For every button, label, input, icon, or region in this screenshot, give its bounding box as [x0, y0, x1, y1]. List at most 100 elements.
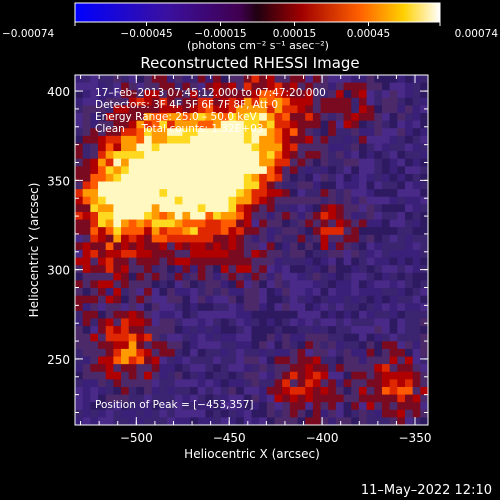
heatmap-cell: [282, 333, 291, 342]
heatmap-cell: [328, 333, 337, 342]
heatmap-cell: [243, 105, 253, 114]
heatmap-cell: [105, 371, 114, 380]
heatmap-cell: [82, 90, 91, 99]
heatmap-cell: [82, 120, 91, 129]
heatmap-cell: [167, 257, 176, 266]
heatmap-cell: [381, 135, 391, 145]
heatmap-cell: [312, 386, 322, 396]
heatmap-cell: [90, 272, 99, 282]
heatmap-cell: [328, 280, 337, 289]
heatmap-cell: [197, 219, 207, 228]
heatmap-cell: [151, 173, 161, 183]
heatmap-cell: [144, 227, 153, 236]
heatmap-cell: [82, 105, 91, 114]
heatmap-cell: [404, 402, 414, 411]
heatmap-cell: [389, 272, 398, 282]
heatmap-cell: [151, 135, 161, 145]
heatmap-cell: [136, 394, 145, 403]
heatmap-cell: [113, 97, 122, 107]
heatmap-cell: [151, 113, 161, 122]
heatmap-cell: [174, 402, 184, 411]
heatmap-cell: [90, 371, 99, 380]
heatmap-cell: [243, 280, 253, 289]
heatmap-cell: [297, 143, 306, 152]
heatmap-cell: [412, 295, 421, 304]
heatmap-cell: [404, 75, 414, 84]
heatmap-cell: [312, 402, 322, 411]
heatmap-cell: [259, 75, 268, 84]
heatmap-cell: [174, 379, 184, 388]
heatmap-cell: [128, 189, 137, 198]
heatmap-cell: [197, 310, 207, 320]
heatmap-cell: [251, 333, 260, 342]
heatmap-cell: [167, 341, 176, 350]
heatmap-cell: [174, 105, 184, 114]
y-axis-label: Heliocentric Y (arcsec): [27, 183, 41, 318]
heatmap-cell: [397, 189, 406, 198]
heatmap-cell: [90, 409, 99, 418]
heatmap-cell: [213, 348, 222, 358]
heatmap-cell: [328, 348, 337, 358]
heatmap-cell: [412, 326, 421, 335]
heatmap-cell: [220, 265, 230, 274]
heatmap-cell: [274, 257, 283, 266]
heatmap-cell: [82, 227, 91, 236]
heatmap-cell: [236, 402, 245, 411]
heatmap-cell: [251, 120, 260, 129]
heatmap-cell: [351, 90, 360, 99]
heatmap-cell: [358, 120, 368, 129]
heatmap-cell: [167, 204, 176, 213]
heatmap-cell: [205, 371, 214, 380]
heatmap-cell: [220, 288, 230, 297]
heatmap-cell: [389, 143, 398, 152]
heatmap-cell: [190, 105, 199, 114]
heatmap-cell: [151, 97, 161, 107]
heatmap-cell: [358, 364, 368, 373]
heatmap-cell: [251, 318, 260, 327]
heatmap-cell: [343, 120, 352, 129]
heatmap-cell: [404, 135, 414, 145]
heatmap-cell: [420, 386, 428, 396]
heatmap-cell: [343, 166, 352, 175]
heatmap-cell: [82, 310, 91, 320]
heatmap-cell: [305, 196, 314, 205]
heatmap-cell: [335, 288, 345, 297]
heatmap-cell: [366, 166, 375, 175]
heatmap-cell: [320, 402, 329, 411]
heatmap-cell: [190, 257, 199, 266]
heatmap-cell: [190, 394, 199, 403]
heatmap-cell: [159, 257, 168, 266]
heatmap-cell: [397, 120, 406, 129]
heatmap-cell: [351, 234, 360, 243]
heatmap-cell: [259, 166, 268, 175]
heatmap-cell: [182, 280, 191, 289]
heatmap-cell: [274, 310, 283, 320]
heatmap-cell: [335, 189, 345, 198]
heatmap-cell: [259, 272, 268, 282]
heatmap-cell: [328, 295, 337, 304]
heatmap-cell: [144, 250, 153, 259]
heatmap-cell: [190, 158, 199, 167]
heatmap-cell: [251, 402, 260, 411]
heatmap-cell: [190, 303, 199, 312]
heatmap-cell: [136, 318, 145, 327]
heatmap-cell: [381, 371, 391, 380]
heatmap-cell: [420, 219, 428, 228]
heatmap-cell: [412, 219, 421, 228]
heatmap-cell: [274, 105, 283, 114]
heatmap-cell: [228, 90, 237, 99]
heatmap-cell: [282, 173, 291, 183]
heatmap-cell: [190, 402, 199, 411]
heatmap-cell: [136, 295, 145, 304]
heatmap-cell: [136, 143, 145, 152]
heatmap-cell: [174, 272, 184, 282]
heatmap-cell: [297, 196, 306, 205]
heatmap-cell: [236, 227, 245, 236]
heatmap-cell: [190, 143, 199, 152]
heatmap-cell: [351, 280, 360, 289]
heatmap-cell: [358, 288, 368, 297]
heatmap-cell: [366, 82, 375, 91]
heatmap-cell: [75, 105, 84, 114]
heatmap-cell: [274, 295, 283, 304]
heatmap-cell: [266, 386, 276, 396]
